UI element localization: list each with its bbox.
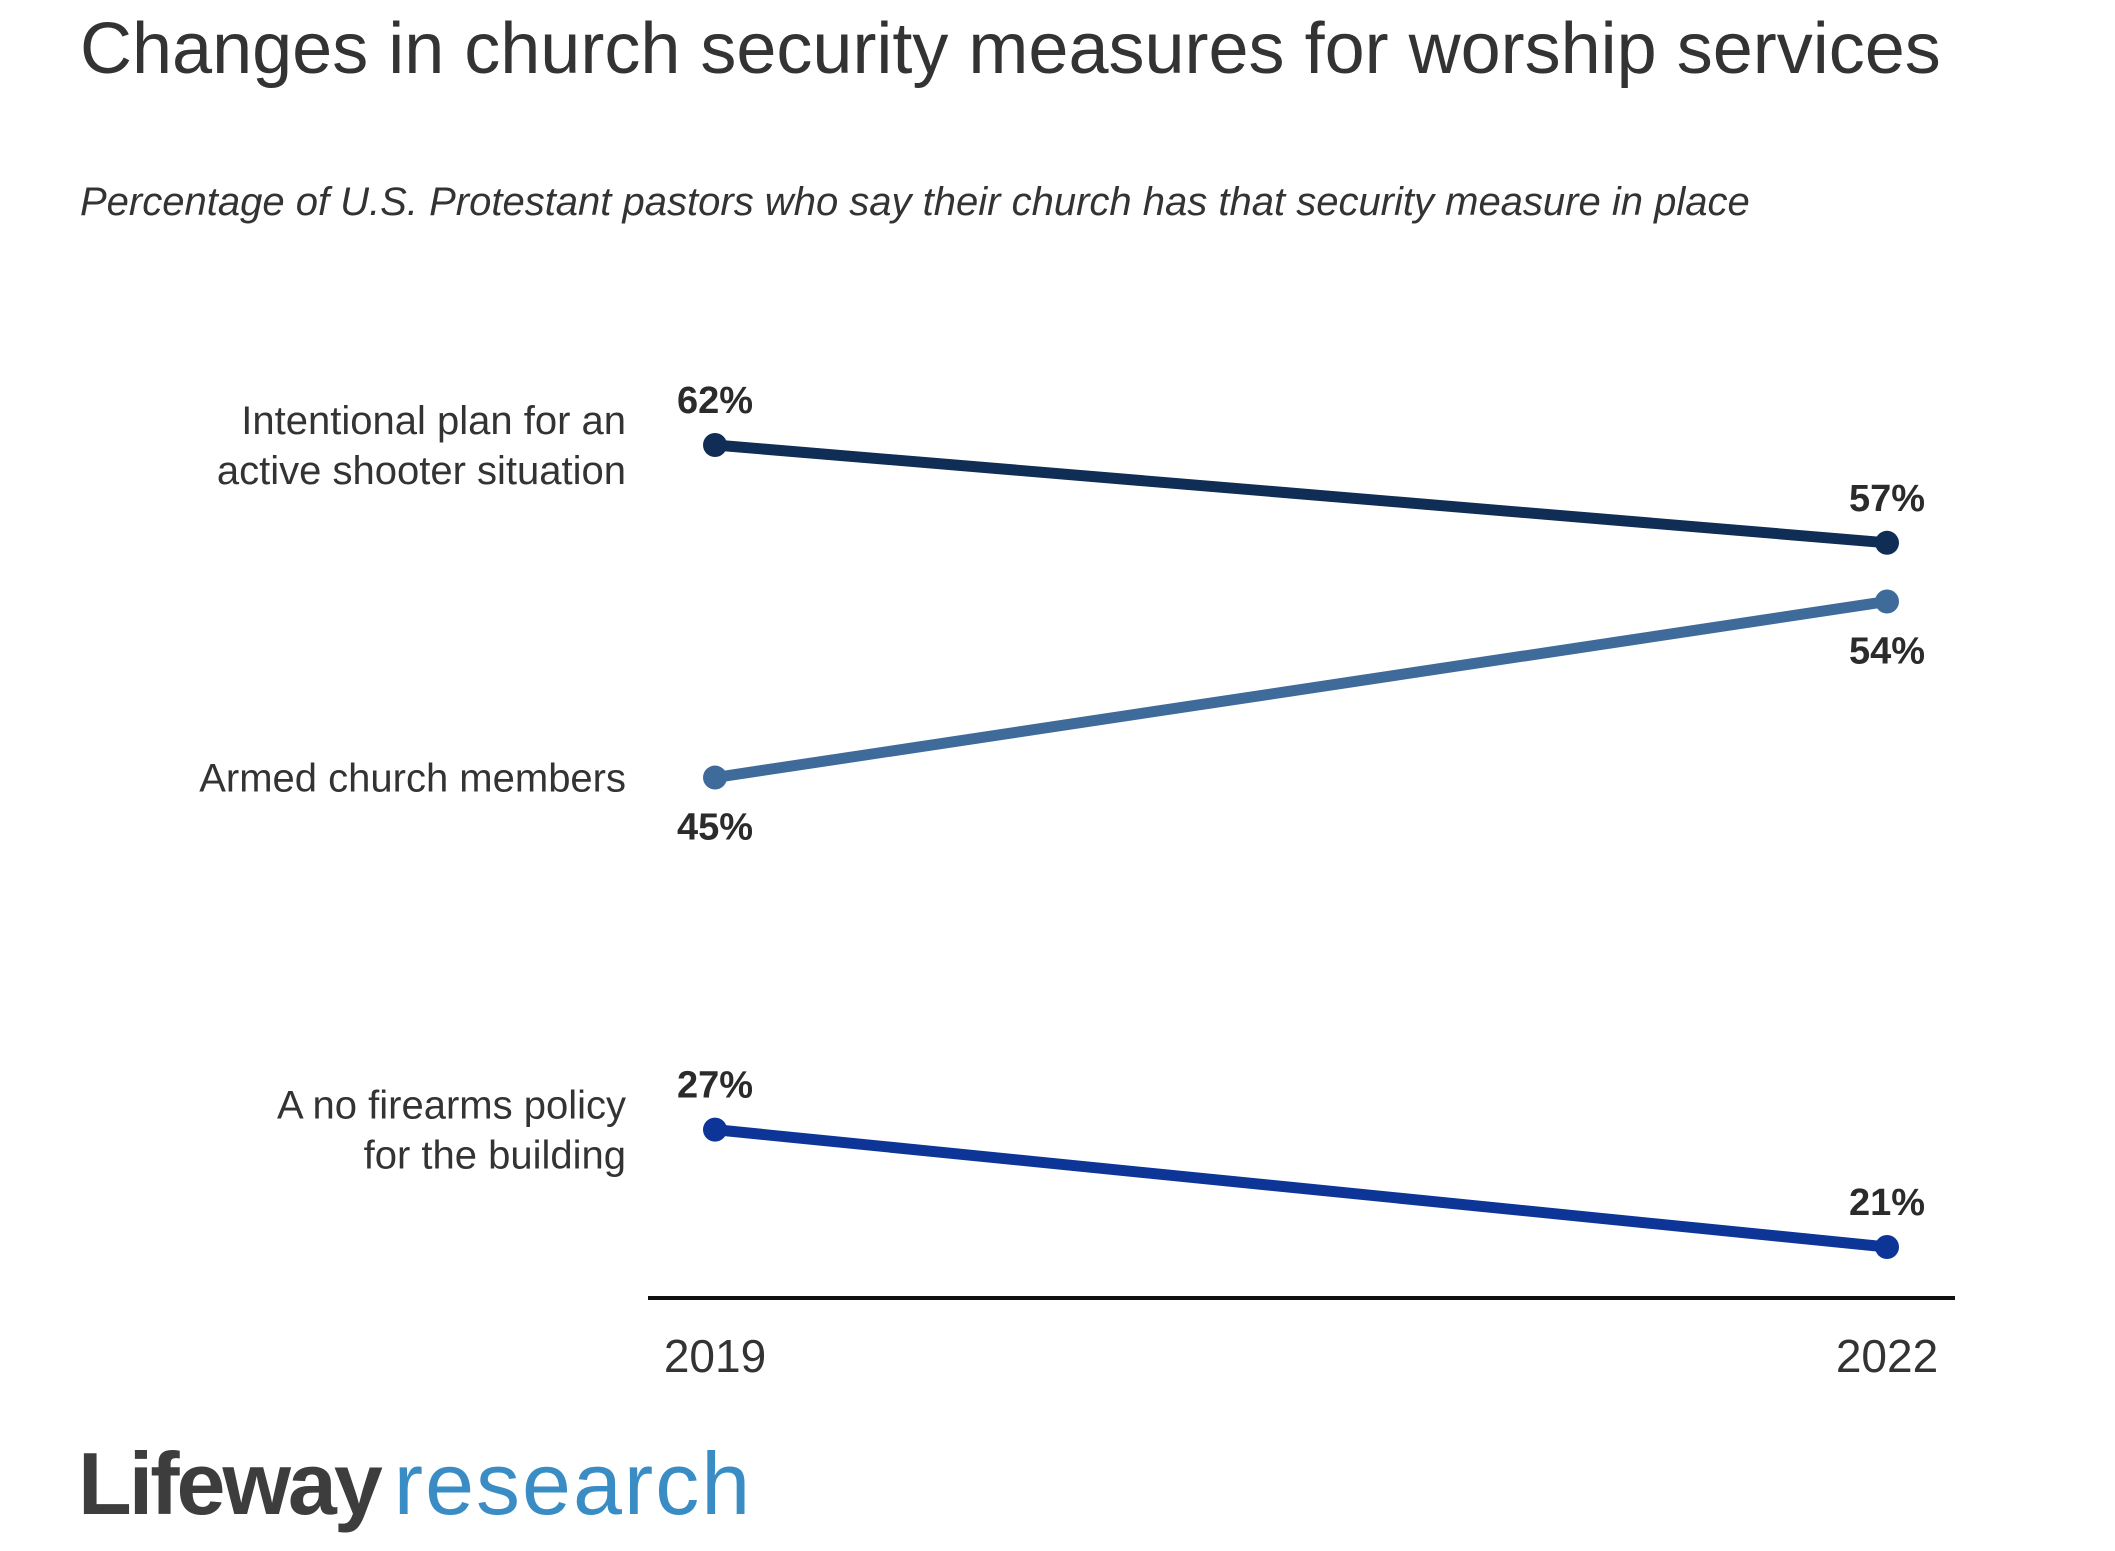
data-label: 27%: [677, 1065, 753, 1107]
data-label: 54%: [1849, 630, 1925, 672]
series-line: [709, 595, 1893, 784]
data-point: [703, 1117, 727, 1142]
series-name-label: for the building: [364, 1134, 626, 1178]
data-point: [1875, 1235, 1899, 1259]
series-name-label: active shooter situation: [217, 449, 626, 493]
data-point: [703, 433, 727, 457]
data-label: 21%: [1849, 1182, 1925, 1224]
lifeway-research-logo: Lifeway research: [78, 1440, 752, 1528]
series-line: [709, 1124, 1893, 1253]
data-point: [1875, 530, 1899, 555]
x-tick-labels: 2019 2022: [664, 1330, 1938, 1382]
logo-sub: research: [393, 1434, 753, 1533]
series-name-label: A no firearms policy: [277, 1084, 626, 1128]
series-layer: 62% 57% Intentional plan for an active shoo…: [199, 380, 1925, 1259]
x-tick-label: 2019: [664, 1330, 766, 1382]
series-line: [709, 439, 1893, 549]
data-point: [703, 765, 727, 790]
series-1: 62% 57% Intentional plan for an active shoo…: [217, 380, 1925, 555]
logo-brand: Lifeway: [78, 1434, 383, 1533]
series-name-label: Intentional plan for an: [241, 399, 626, 443]
data-label: 57%: [1849, 478, 1925, 520]
data-point: [1875, 589, 1899, 614]
series-name-label: Armed church members: [199, 757, 626, 801]
x-tick-label: 2022: [1836, 1330, 1938, 1382]
series-3: 27% 21% A no firearms policy for the buildi…: [277, 1065, 1925, 1259]
chart-subtitle: Percentage of U.S. Protestant pastors wh…: [80, 180, 1750, 224]
data-label: 62%: [677, 380, 753, 422]
data-label: 45%: [677, 807, 753, 849]
series-2: 45% 54% Armed church members: [199, 589, 1925, 849]
chart-title: Changes in church security measures for …: [80, 9, 1941, 89]
